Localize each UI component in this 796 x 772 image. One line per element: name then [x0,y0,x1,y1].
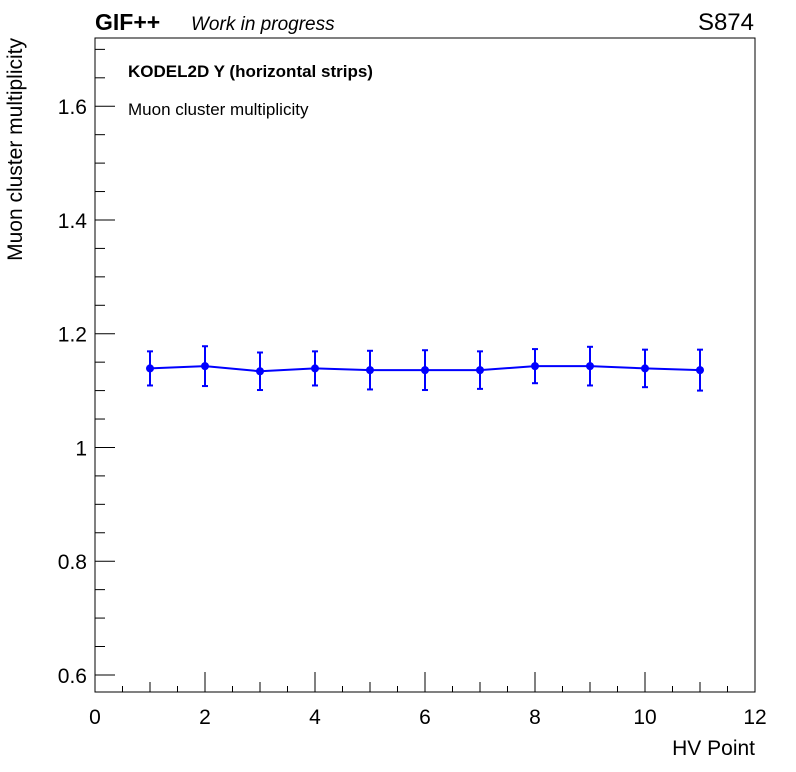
x-tick-label: 4 [309,706,321,729]
y-tick-label: 1 [75,437,87,460]
data-point [586,362,594,371]
x-tick-label: 10 [633,706,656,729]
x-tick-label: 8 [529,706,541,729]
y-tick-label: 1.6 [58,96,87,119]
data-point [146,364,154,373]
y-tick-label: 1.2 [58,324,87,347]
run-label: S874 [698,9,754,36]
data-point [641,364,649,373]
data-point [256,367,264,376]
y-tick-label: 0.8 [58,551,87,574]
y-tick-label: 0.6 [58,665,87,688]
y-axis-ticks [95,48,115,676]
data-point [311,364,319,373]
y-axis-tick-labels: 0.6 0.8 1 1.2 1.4 1.6 [58,96,88,688]
experiment-label: GIF++ [95,9,160,35]
x-axis-ticks [94,672,756,692]
data-point [531,362,539,371]
data-point [366,366,374,375]
x-tick-label: 0 [89,706,101,729]
x-tick-label: 6 [419,706,431,729]
chart-title: KODEL2D Y (horizontal strips) [128,62,373,81]
x-axis-label: HV Point [672,737,755,760]
series-layer [146,345,704,392]
data-point [421,366,429,375]
y-tick-label: 1.4 [58,210,88,233]
x-axis-tick-labels: 0 2 4 6 8 10 12 [89,706,767,729]
status-label: Work in progress [191,14,335,35]
data-point [696,366,704,375]
chart-subtitle: Muon cluster multiplicity [128,100,309,119]
data-point [201,362,209,371]
x-tick-label: 12 [743,706,766,729]
x-tick-label: 2 [199,706,211,729]
data-point [476,366,484,375]
y-axis-label: Muon cluster multiplicity [4,38,27,261]
